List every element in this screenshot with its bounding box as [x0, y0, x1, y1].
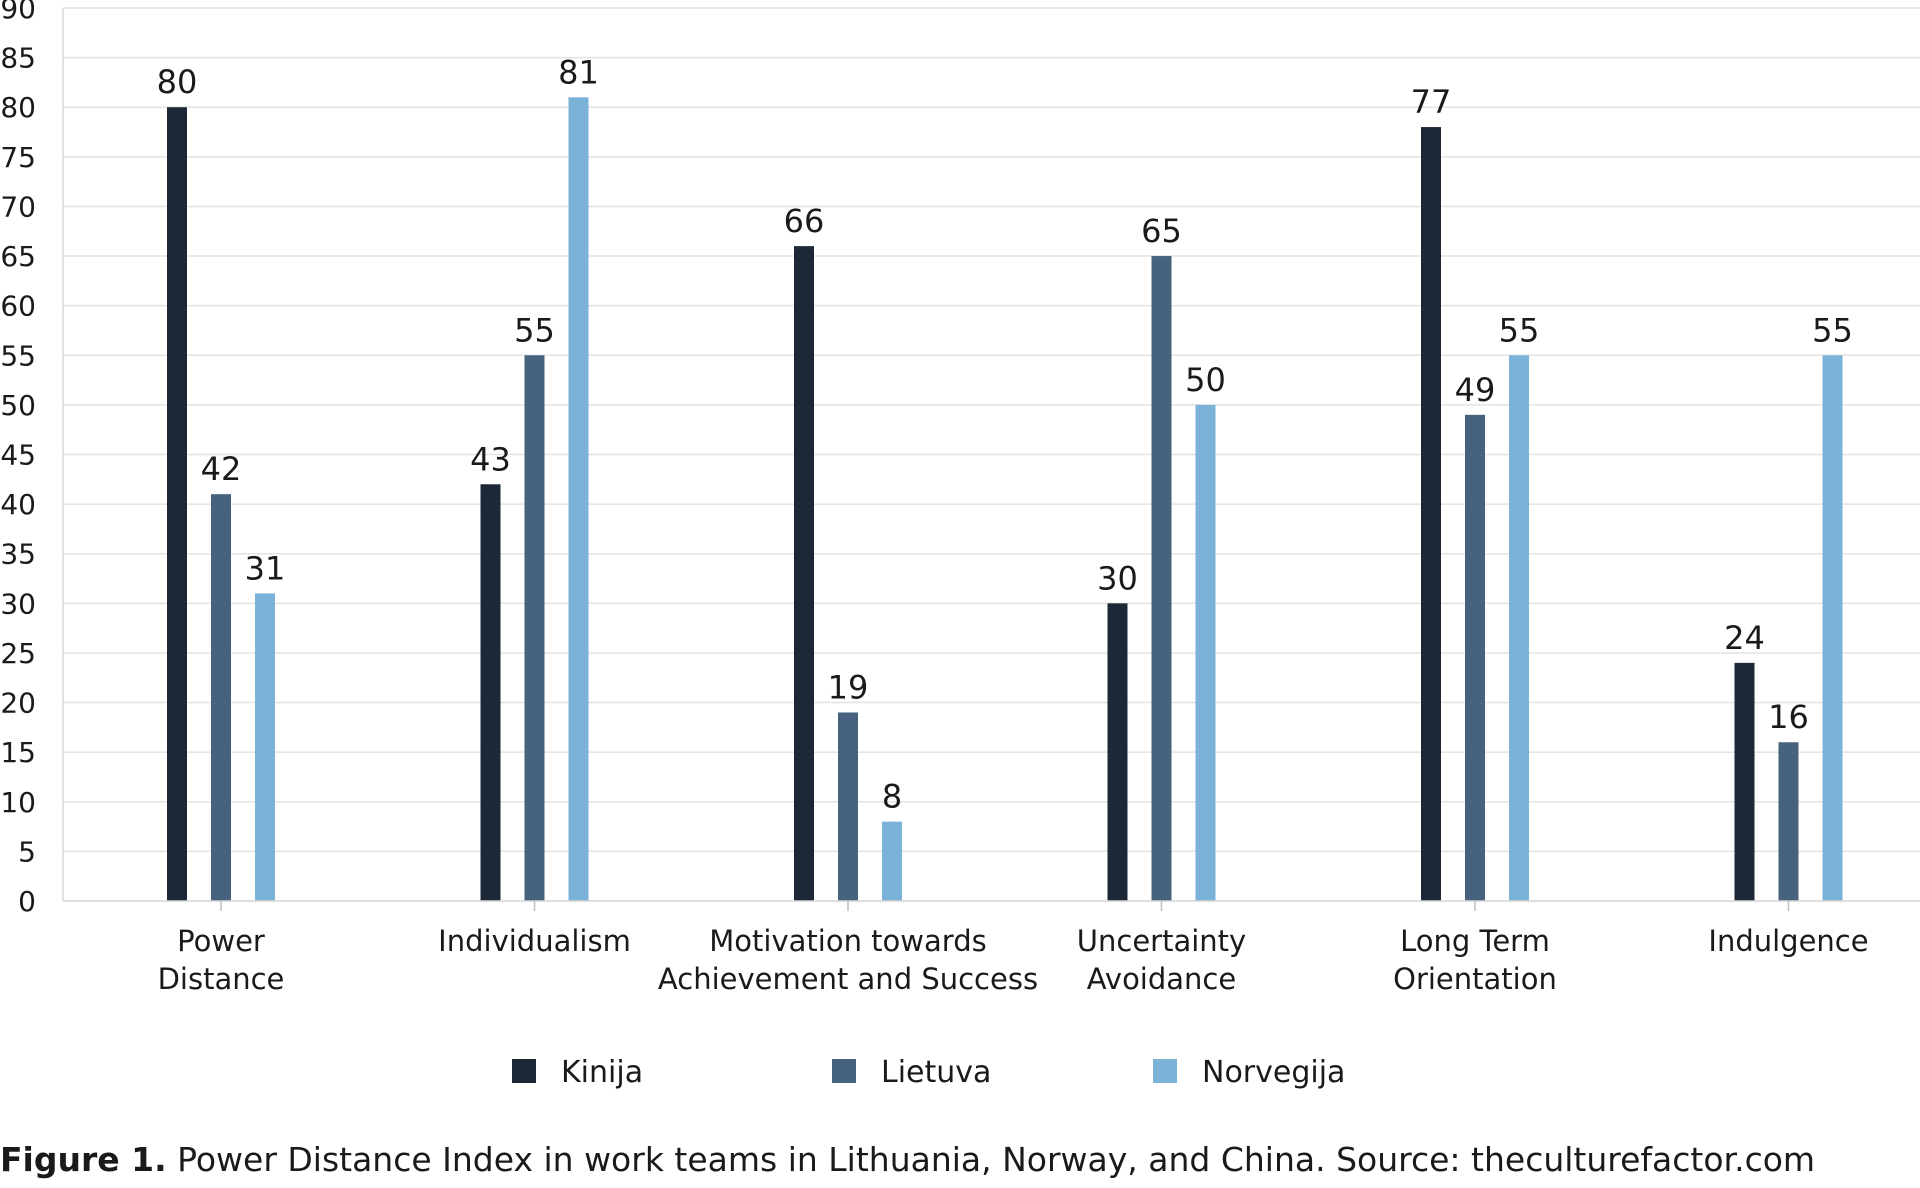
category-label-line: Avoidance: [1087, 962, 1236, 996]
bar: [167, 107, 187, 901]
bar: [524, 355, 545, 901]
category-label-line: Orientation: [1393, 962, 1557, 996]
bar-chart: 0 5 10 15 20 25 30 35 40 45 50 55 60 65 70 75 80 85 90 80 4…: [0, 0, 1920, 1090]
data-label: 81: [558, 53, 599, 91]
data-label: 8: [882, 778, 902, 816]
category-label-line: Long Term: [1400, 924, 1550, 958]
bar: [882, 821, 902, 901]
data-label: 65: [1141, 212, 1182, 250]
category-label: Uncertainty Avoidance: [1077, 924, 1246, 996]
bar: [794, 246, 814, 902]
bar: [1151, 256, 1172, 901]
data-label: 43: [470, 440, 511, 478]
legend-swatch: [832, 1059, 856, 1083]
data-label: 16: [1768, 698, 1809, 736]
y-tick-label: 85: [0, 42, 36, 75]
data-label: 24: [1724, 619, 1765, 657]
y-tick-label: 25: [0, 637, 36, 670]
data-label: 55: [1812, 311, 1853, 349]
bar: [255, 593, 275, 901]
caption-text: Power Distance Index in work teams in Li…: [166, 1140, 1816, 1179]
legend-swatch: [512, 1059, 536, 1083]
data-label: 50: [1185, 361, 1226, 399]
bar: [838, 712, 858, 901]
category-label: Long Term Orientation: [1393, 924, 1557, 996]
legend-label: Lietuva: [881, 1055, 991, 1090]
gridlines: [63, 7, 1920, 902]
y-tick-label: 55: [0, 339, 36, 372]
category-label: Individualism: [438, 924, 631, 958]
bar: [1509, 355, 1529, 901]
bar: [480, 484, 501, 901]
y-tick-label: 40: [0, 488, 36, 521]
data-label: 19: [828, 668, 869, 706]
category-label-line: Individualism: [438, 924, 631, 958]
bar: [1195, 404, 1216, 901]
y-tick-label: 50: [0, 389, 36, 422]
bar: [1465, 414, 1485, 901]
category-label: Motivation towards Achievement and Succes…: [658, 924, 1038, 996]
data-label: 31: [245, 549, 286, 587]
y-tick-label: 65: [0, 240, 36, 273]
y-axis: 0 5 10 15 20 25 30 35 40 45 50 55 60 65 70 75 80 85 90: [0, 0, 64, 918]
category-label: Indulgence: [1708, 924, 1868, 958]
y-tick-label: 5: [18, 835, 36, 868]
legend-label: Norvegija: [1202, 1055, 1345, 1090]
y-tick-label: 75: [0, 141, 36, 174]
category-label-line: Uncertainty: [1077, 924, 1246, 958]
data-label: 77: [1411, 83, 1452, 121]
bar: [211, 494, 231, 901]
data-label: 55: [514, 311, 555, 349]
x-axis: Power Distance Individualism Motivation tow…: [63, 900, 1920, 996]
caption-label: Figure 1.: [0, 1140, 167, 1179]
data-label: 80: [157, 63, 198, 101]
y-tick-label: 35: [0, 538, 36, 571]
y-tick-label: 15: [0, 736, 36, 769]
legend-label: Kinija: [561, 1055, 643, 1090]
category-label-line: Distance: [158, 962, 285, 996]
data-label: 42: [201, 450, 242, 488]
category-label-line: Power: [177, 924, 265, 958]
data-label: 66: [784, 202, 825, 240]
category-label: Power Distance: [158, 924, 285, 996]
bar: [1734, 662, 1755, 901]
y-tick-label: 0: [18, 885, 36, 918]
legend-swatch: [1153, 1059, 1177, 1083]
data-label: 30: [1097, 559, 1138, 597]
figure-caption: Figure 1. Power Distance Index in work t…: [0, 1140, 1815, 1180]
y-tick-label: 20: [0, 687, 36, 720]
y-tick-label: 90: [0, 0, 36, 25]
y-tick-label: 30: [0, 587, 36, 620]
bar: [1421, 127, 1441, 902]
bar: [1778, 742, 1799, 901]
data-label: 55: [1499, 311, 1540, 349]
bar: [568, 97, 589, 902]
category-label-line: Motivation towards: [709, 924, 986, 958]
y-tick-label: 10: [0, 786, 36, 819]
y-tick-label: 45: [0, 439, 36, 472]
y-tick-label: 80: [0, 91, 36, 124]
y-tick-label: 70: [0, 190, 36, 223]
bar: [1107, 603, 1128, 901]
y-tick-label: 60: [0, 290, 36, 323]
bar: [1822, 355, 1843, 901]
data-label: 49: [1455, 371, 1496, 409]
category-label-line: Indulgence: [1708, 924, 1868, 958]
category-label-line: Achievement and Success: [658, 962, 1038, 996]
legend: Kinija Lietuva Norvegija: [512, 1055, 1345, 1090]
